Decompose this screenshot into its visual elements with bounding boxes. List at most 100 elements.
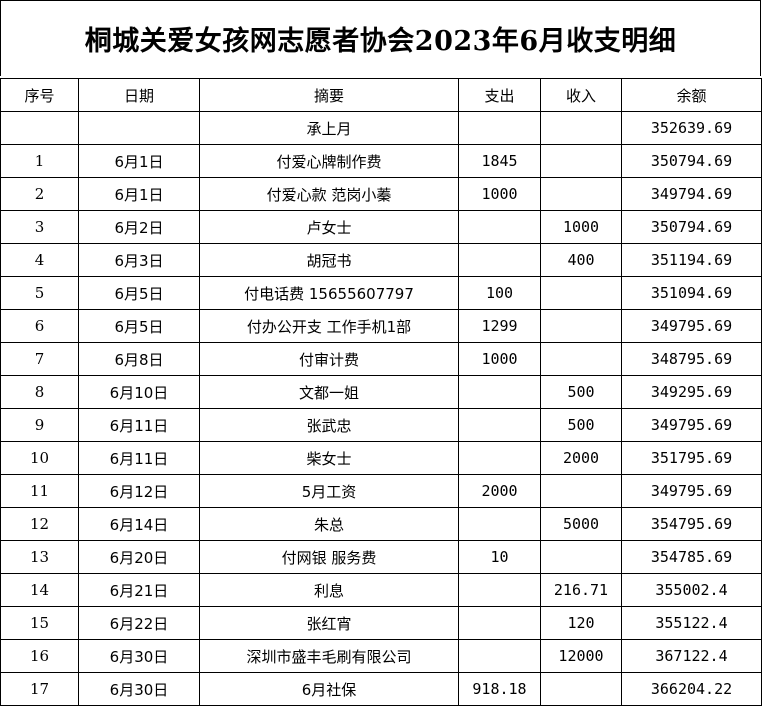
cell-no: 10 bbox=[0, 441, 79, 475]
cell-income bbox=[540, 276, 622, 310]
cell-no: 1 bbox=[0, 144, 79, 178]
cell-date: 6月2日 bbox=[78, 210, 200, 244]
cell-date: 6月30日 bbox=[78, 672, 200, 706]
cell-date: 6月8日 bbox=[78, 342, 200, 376]
cell-expense: 1000 bbox=[458, 177, 541, 211]
table-row: 10 6月11日 柴女士 2000 351795.69 bbox=[0, 441, 762, 475]
cell-balance: 349794.69 bbox=[621, 177, 762, 211]
table-row: 8 6月10日 文都一姐 500 349295.69 bbox=[0, 375, 762, 409]
table-row: 13 6月20日 付网银 服务费 10 354785.69 bbox=[0, 540, 762, 574]
cell-no bbox=[0, 111, 79, 145]
cell-date: 6月22日 bbox=[78, 606, 200, 640]
cell-summary: 付爱心牌制作费 bbox=[199, 144, 459, 178]
cell-expense: 1845 bbox=[458, 144, 541, 178]
cell-no: 15 bbox=[0, 606, 79, 640]
cell-balance: 366204.22 bbox=[621, 672, 762, 706]
cell-income bbox=[540, 309, 622, 343]
cell-summary: 付爱心款 范岗小蓁 bbox=[199, 177, 459, 211]
cell-expense bbox=[458, 111, 541, 145]
cell-summary: 承上月 bbox=[199, 111, 459, 145]
cell-expense bbox=[458, 606, 541, 640]
cell-no: 12 bbox=[0, 507, 79, 541]
cell-expense: 10 bbox=[458, 540, 541, 574]
cell-balance: 351795.69 bbox=[621, 441, 762, 475]
cell-no: 5 bbox=[0, 276, 79, 310]
cell-expense: 1000 bbox=[458, 342, 541, 376]
cell-date: 6月12日 bbox=[78, 474, 200, 508]
cell-no: 16 bbox=[0, 639, 79, 673]
header-summary: 摘要 bbox=[199, 78, 459, 112]
cell-date: 6月1日 bbox=[78, 144, 200, 178]
table-row: 5 6月5日 付电话费 15655607797 100 351094.69 bbox=[0, 276, 762, 310]
table-row: 6 6月5日 付办公开支 工作手机1部 1299 349795.69 bbox=[0, 309, 762, 343]
cell-summary: 深圳市盛丰毛刷有限公司 bbox=[199, 639, 459, 673]
cell-expense: 918.18 bbox=[458, 672, 541, 706]
table-row: 2 6月1日 付爱心款 范岗小蓁 1000 349794.69 bbox=[0, 177, 762, 211]
cell-balance: 351094.69 bbox=[621, 276, 762, 310]
cell-date: 6月11日 bbox=[78, 441, 200, 475]
cell-no: 11 bbox=[0, 474, 79, 508]
cell-expense bbox=[458, 441, 541, 475]
cell-date: 6月20日 bbox=[78, 540, 200, 574]
cell-income bbox=[540, 342, 622, 376]
cell-expense bbox=[458, 408, 541, 442]
table-row: 16 6月30日 深圳市盛丰毛刷有限公司 12000 367122.4 bbox=[0, 639, 762, 673]
cell-income: 500 bbox=[540, 375, 622, 409]
cell-summary: 张红宵 bbox=[199, 606, 459, 640]
table-row: 4 6月3日 胡冠书 400 351194.69 bbox=[0, 243, 762, 277]
cell-income bbox=[540, 474, 622, 508]
cell-no: 13 bbox=[0, 540, 79, 574]
cell-income: 500 bbox=[540, 408, 622, 442]
cell-no: 8 bbox=[0, 375, 79, 409]
cell-income bbox=[540, 540, 622, 574]
cell-summary: 卢女士 bbox=[199, 210, 459, 244]
cell-date: 6月21日 bbox=[78, 573, 200, 607]
cell-income: 1000 bbox=[540, 210, 622, 244]
cell-no: 3 bbox=[0, 210, 79, 244]
cell-date: 6月5日 bbox=[78, 309, 200, 343]
ledger-table: 序号 日期 摘要 支出 收入 余额 承上月 352639.69 1 6月1日 付爱心牌制… bbox=[0, 78, 762, 706]
cell-income bbox=[540, 177, 622, 211]
cell-no: 14 bbox=[0, 573, 79, 607]
header-row: 序号 日期 摘要 支出 收入 余额 bbox=[0, 78, 762, 112]
header-no: 序号 bbox=[0, 78, 79, 112]
cell-balance: 349795.69 bbox=[621, 408, 762, 442]
header-income: 收入 bbox=[540, 78, 622, 112]
cell-no: 2 bbox=[0, 177, 79, 211]
cell-balance: 367122.4 bbox=[621, 639, 762, 673]
header-date: 日期 bbox=[78, 78, 200, 112]
ledger-body: 承上月 352639.69 1 6月1日 付爱心牌制作费 1845 350794.69 2 6月… bbox=[0, 111, 762, 706]
table-row: 7 6月8日 付审计费 1000 348795.69 bbox=[0, 342, 762, 376]
cell-income: 120 bbox=[540, 606, 622, 640]
cell-income: 5000 bbox=[540, 507, 622, 541]
cell-expense bbox=[458, 375, 541, 409]
cell-date bbox=[78, 111, 200, 145]
cell-balance: 349795.69 bbox=[621, 309, 762, 343]
cell-summary: 胡冠书 bbox=[199, 243, 459, 277]
cell-date: 6月30日 bbox=[78, 639, 200, 673]
cell-summary: 朱总 bbox=[199, 507, 459, 541]
cell-summary: 5月工资 bbox=[199, 474, 459, 508]
cell-balance: 355002.4 bbox=[621, 573, 762, 607]
cell-expense bbox=[458, 639, 541, 673]
table-row: 承上月 352639.69 bbox=[0, 111, 762, 145]
cell-balance: 352639.69 bbox=[621, 111, 762, 145]
cell-no: 9 bbox=[0, 408, 79, 442]
table-row: 11 6月12日 5月工资 2000 349795.69 bbox=[0, 474, 762, 508]
cell-income: 2000 bbox=[540, 441, 622, 475]
cell-income: 216.71 bbox=[540, 573, 622, 607]
cell-balance: 354785.69 bbox=[621, 540, 762, 574]
table-row: 17 6月30日 6月社保 918.18 366204.22 bbox=[0, 672, 762, 706]
cell-income bbox=[540, 111, 622, 145]
cell-balance: 348795.69 bbox=[621, 342, 762, 376]
cell-expense: 100 bbox=[458, 276, 541, 310]
cell-summary: 柴女士 bbox=[199, 441, 459, 475]
cell-summary: 付网银 服务费 bbox=[199, 540, 459, 574]
cell-expense bbox=[458, 507, 541, 541]
cell-income: 12000 bbox=[540, 639, 622, 673]
cell-summary: 利息 bbox=[199, 573, 459, 607]
cell-expense bbox=[458, 210, 541, 244]
cell-no: 17 bbox=[0, 672, 79, 706]
cell-no: 7 bbox=[0, 342, 79, 376]
